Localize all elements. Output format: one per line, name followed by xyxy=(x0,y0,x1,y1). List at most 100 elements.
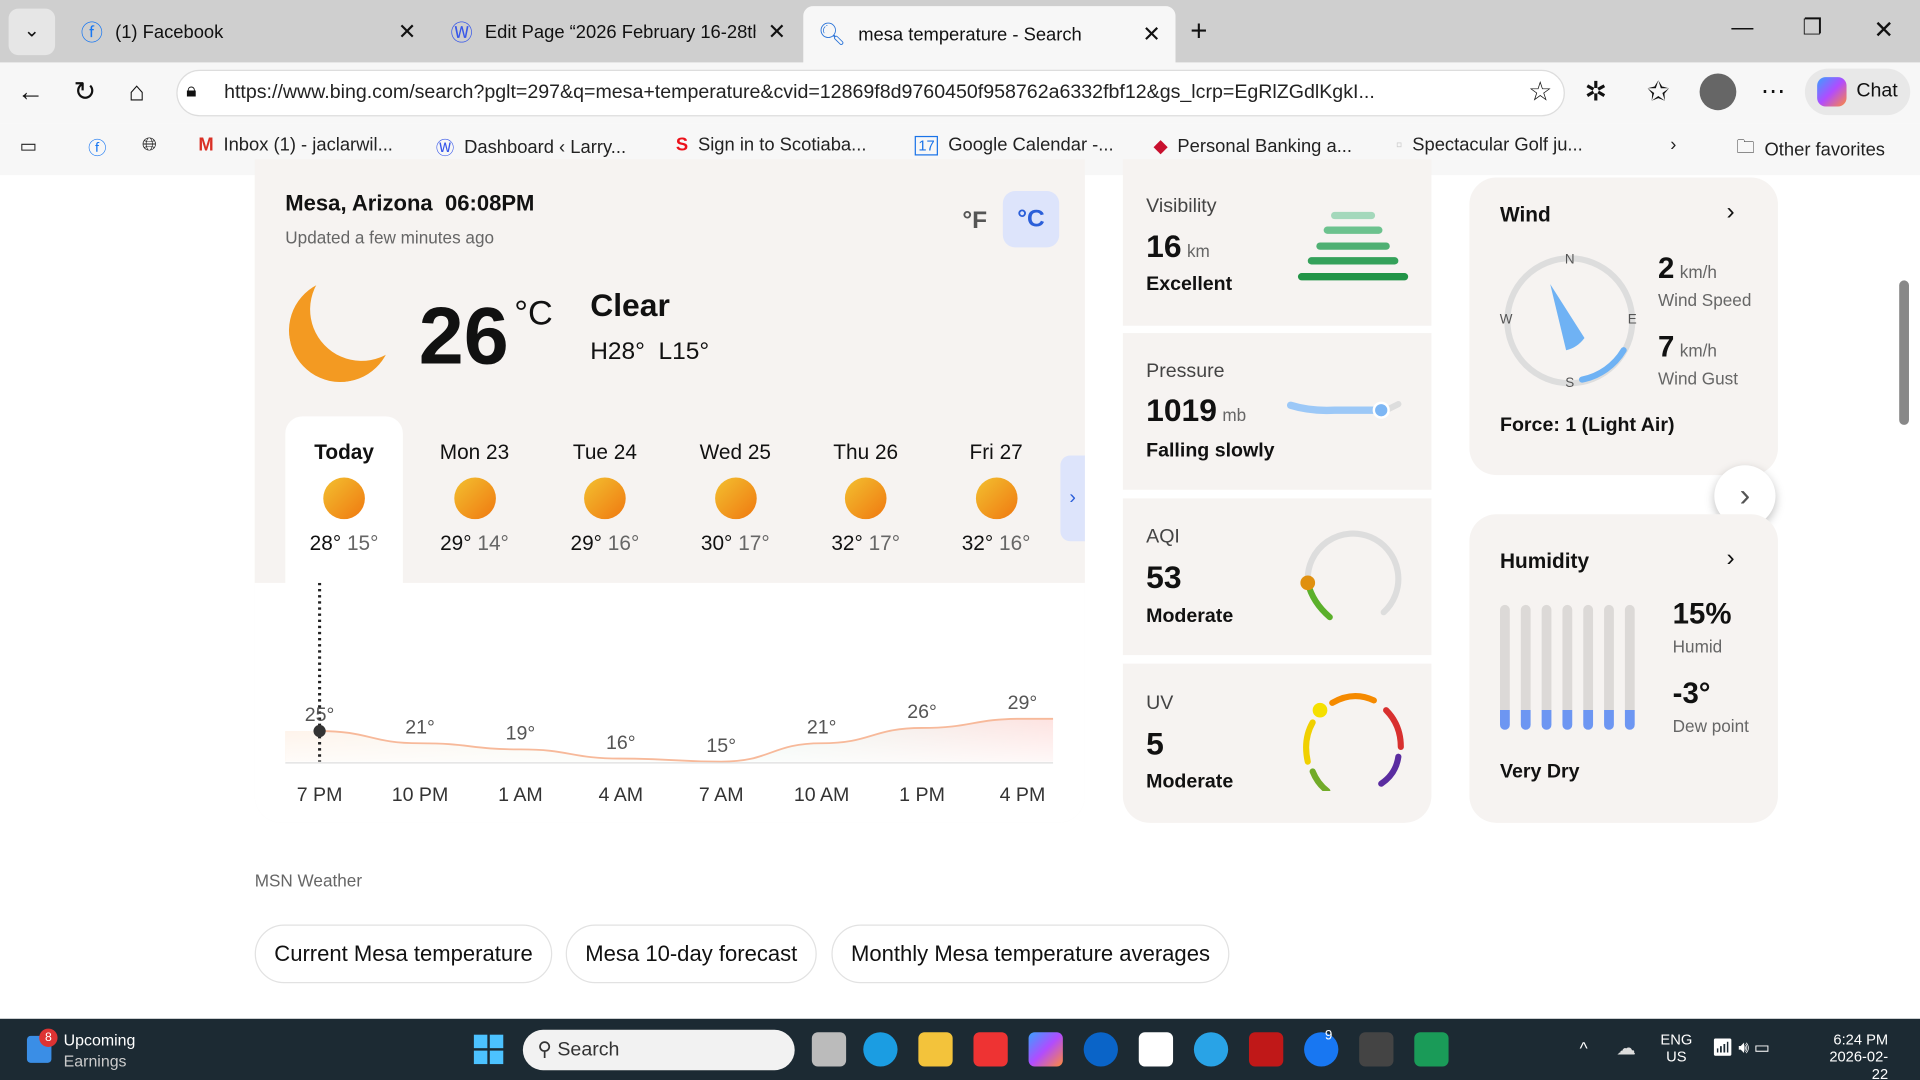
humidity-status: Very Dry xyxy=(1500,761,1580,783)
forecast-day[interactable]: Mon 23 29° 14° xyxy=(416,419,534,556)
bookmark-gmail[interactable]: M Inbox (1) - jaclarwil... xyxy=(198,134,393,156)
wind-speed-value: 2 xyxy=(1657,252,1675,286)
hp-icon[interactable] xyxy=(1083,1032,1118,1067)
home-button[interactable]: ⌂ xyxy=(128,75,145,107)
day-name: Fri 27 xyxy=(969,440,1023,465)
close-tab-icon[interactable]: ✕ xyxy=(767,18,787,44)
refresh-button[interactable]: ↻ xyxy=(73,75,97,107)
onedrive-icon[interactable]: ☁ xyxy=(1616,1038,1636,1060)
related-search-current-temp[interactable]: Current Mesa temperature xyxy=(254,924,553,984)
wind-gust-unit: km/h xyxy=(1679,340,1717,361)
x-tick-label: 7 AM xyxy=(699,784,744,806)
close-tab-icon[interactable]: ✕ xyxy=(1142,21,1161,46)
edge-icon[interactable] xyxy=(863,1032,898,1067)
widget-title[interactable]: Upcoming xyxy=(63,1031,136,1050)
start-button[interactable] xyxy=(473,1034,504,1065)
bookmark-globe-icon[interactable]: 🌐︎ xyxy=(142,134,157,156)
sun-icon xyxy=(453,477,496,520)
language-indicator[interactable]: ENG US xyxy=(1660,1031,1692,1065)
x-tick-label: 4 PM xyxy=(1000,784,1046,806)
tab-wordpress[interactable]: Ⓦ Edit Page “2026 February 16-28th” ✕ xyxy=(436,7,801,56)
help-icon[interactable] xyxy=(1193,1032,1229,1067)
copilot-icon[interactable] xyxy=(1028,1032,1063,1067)
bookmark-scotiabank[interactable]: S Sign in to Scotiaba... xyxy=(675,134,867,156)
bookmark-dashboard[interactable]: Ⓦ Dashboard ‹ Larry... xyxy=(436,135,626,161)
celsius-toggle[interactable]: °C xyxy=(1002,191,1060,248)
bookmark-personal-banking[interactable]: ◆ Personal Banking a... xyxy=(1153,135,1353,157)
facebook-app-icon[interactable] xyxy=(1304,1032,1339,1067)
collections-icon[interactable]: ▭ xyxy=(19,135,37,157)
wind-chevron-icon[interactable]: › xyxy=(1726,198,1735,226)
fahrenheit-toggle[interactable]: °F xyxy=(962,206,988,234)
forecast-day[interactable]: Wed 25 30° 17° xyxy=(677,419,795,556)
bookmark-golf[interactable]: ▫ Spectacular Golf ju... xyxy=(1395,134,1583,156)
copilot-chat-button[interactable]: Chat xyxy=(1804,68,1911,116)
taskbar-search[interactable]: ⚲ Search xyxy=(522,1029,795,1071)
address-bar[interactable]: https://www.bing.com/search?pglt=297&q=m… xyxy=(176,69,1565,117)
forecast-day[interactable]: Today 28° 15° xyxy=(285,419,403,556)
humidity-chevron-icon[interactable]: › xyxy=(1726,544,1735,572)
humidity-label: Humid xyxy=(1672,636,1723,657)
bookmark-google-calendar[interactable]: 17 Google Calendar -... xyxy=(914,135,1114,156)
new-tab-button[interactable]: + xyxy=(1190,14,1208,48)
back-button[interactable]: ← xyxy=(17,75,45,107)
x-tick-label: 10 AM xyxy=(794,784,850,806)
bookmarks-overflow-chevron-icon[interactable]: › xyxy=(1670,134,1677,156)
scrollbar-thumb[interactable] xyxy=(1899,280,1909,425)
high-low: H28° L15° xyxy=(590,337,710,365)
lang: ENG xyxy=(1660,1031,1693,1049)
restore-button[interactable]: ❐ xyxy=(1802,14,1823,40)
file-explorer-icon[interactable] xyxy=(918,1032,953,1067)
forecast-day[interactable]: Fri 27 32° 16° xyxy=(937,419,1055,556)
tab-list-button[interactable]: ⌄ xyxy=(8,8,56,56)
forecast-day[interactable]: Tue 24 29° 16° xyxy=(546,419,664,556)
pressure-trend-icon xyxy=(1286,401,1402,419)
favorites-icon[interactable]: ✩ xyxy=(1646,75,1670,107)
close-tab-icon[interactable]: ✕ xyxy=(397,18,417,44)
plus-app-icon[interactable] xyxy=(1414,1032,1449,1067)
related-search-10-day[interactable]: Mesa 10-day forecast xyxy=(565,924,817,984)
microsoft-store-icon[interactable] xyxy=(1138,1032,1174,1067)
day-name: Today xyxy=(314,440,374,465)
profile-avatar[interactable] xyxy=(1699,73,1737,111)
more-menu-icon[interactable]: ⋯ xyxy=(1760,78,1786,106)
temp-label: 21° xyxy=(405,716,435,738)
task-view-icon[interactable] xyxy=(811,1032,847,1067)
facebook-badge: 9 xyxy=(1324,1028,1333,1044)
lock-icon[interactable]: 🔒︎ xyxy=(186,80,197,102)
news-app-icon[interactable] xyxy=(973,1032,1008,1067)
pressure-unit: mb xyxy=(1222,405,1247,425)
mcafee-icon[interactable] xyxy=(1248,1032,1284,1067)
scrollbar[interactable] xyxy=(1896,178,1913,1017)
other-favorites[interactable]: 🗀 Other favorites xyxy=(1736,135,1885,166)
search-icon: ⚲ xyxy=(537,1039,552,1061)
aqi-tile[interactable] xyxy=(1122,498,1432,656)
humidity-bar xyxy=(1541,604,1552,730)
amazon-icon[interactable] xyxy=(1359,1032,1394,1067)
clock[interactable]: 6:24 PM 2026-02-22 xyxy=(1815,1031,1888,1080)
bookmark-facebook-icon[interactable]: ⓕ xyxy=(88,138,107,160)
favorite-star-icon[interactable]: ☆ xyxy=(1528,75,1553,107)
wordpress-icon: Ⓦ xyxy=(435,138,455,160)
current-temp: 26 xyxy=(418,290,509,381)
related-search-monthly-averages[interactable]: Monthly Mesa temperature averages xyxy=(831,924,1230,984)
forecast-day[interactable]: Thu 26 32° 17° xyxy=(807,419,925,556)
pressure-title: Pressure xyxy=(1146,361,1225,383)
forecast-next-chevron-icon[interactable]: › xyxy=(1060,455,1085,542)
wind-tile[interactable] xyxy=(1469,177,1778,476)
close-window-button[interactable]: ✕ xyxy=(1873,17,1894,45)
compass-e: E xyxy=(1628,311,1637,326)
day-high: 28° xyxy=(309,531,342,555)
wind-speed-label: Wind Speed xyxy=(1657,290,1752,310)
extensions-icon[interactable]: ✲ xyxy=(1584,75,1608,107)
sun-icon xyxy=(844,477,887,520)
scotiabank-icon: S xyxy=(675,134,689,156)
minimize-button[interactable]: — xyxy=(1731,14,1754,40)
tab-facebook[interactable]: ⓕ (1) Facebook ✕ xyxy=(66,7,431,56)
temp-unit: °C xyxy=(514,293,553,332)
day-high: 32° xyxy=(961,531,994,555)
uv-tile[interactable] xyxy=(1122,663,1432,823)
tab-bing-search[interactable]: 🔍︎ mesa temperature - Search ✕ xyxy=(803,6,1176,63)
network-volume-battery-icons[interactable]: 📶︎ 🔊︎ ▭ xyxy=(1711,1037,1771,1057)
show-hidden-icons-chevron[interactable]: ^ xyxy=(1579,1038,1588,1058)
